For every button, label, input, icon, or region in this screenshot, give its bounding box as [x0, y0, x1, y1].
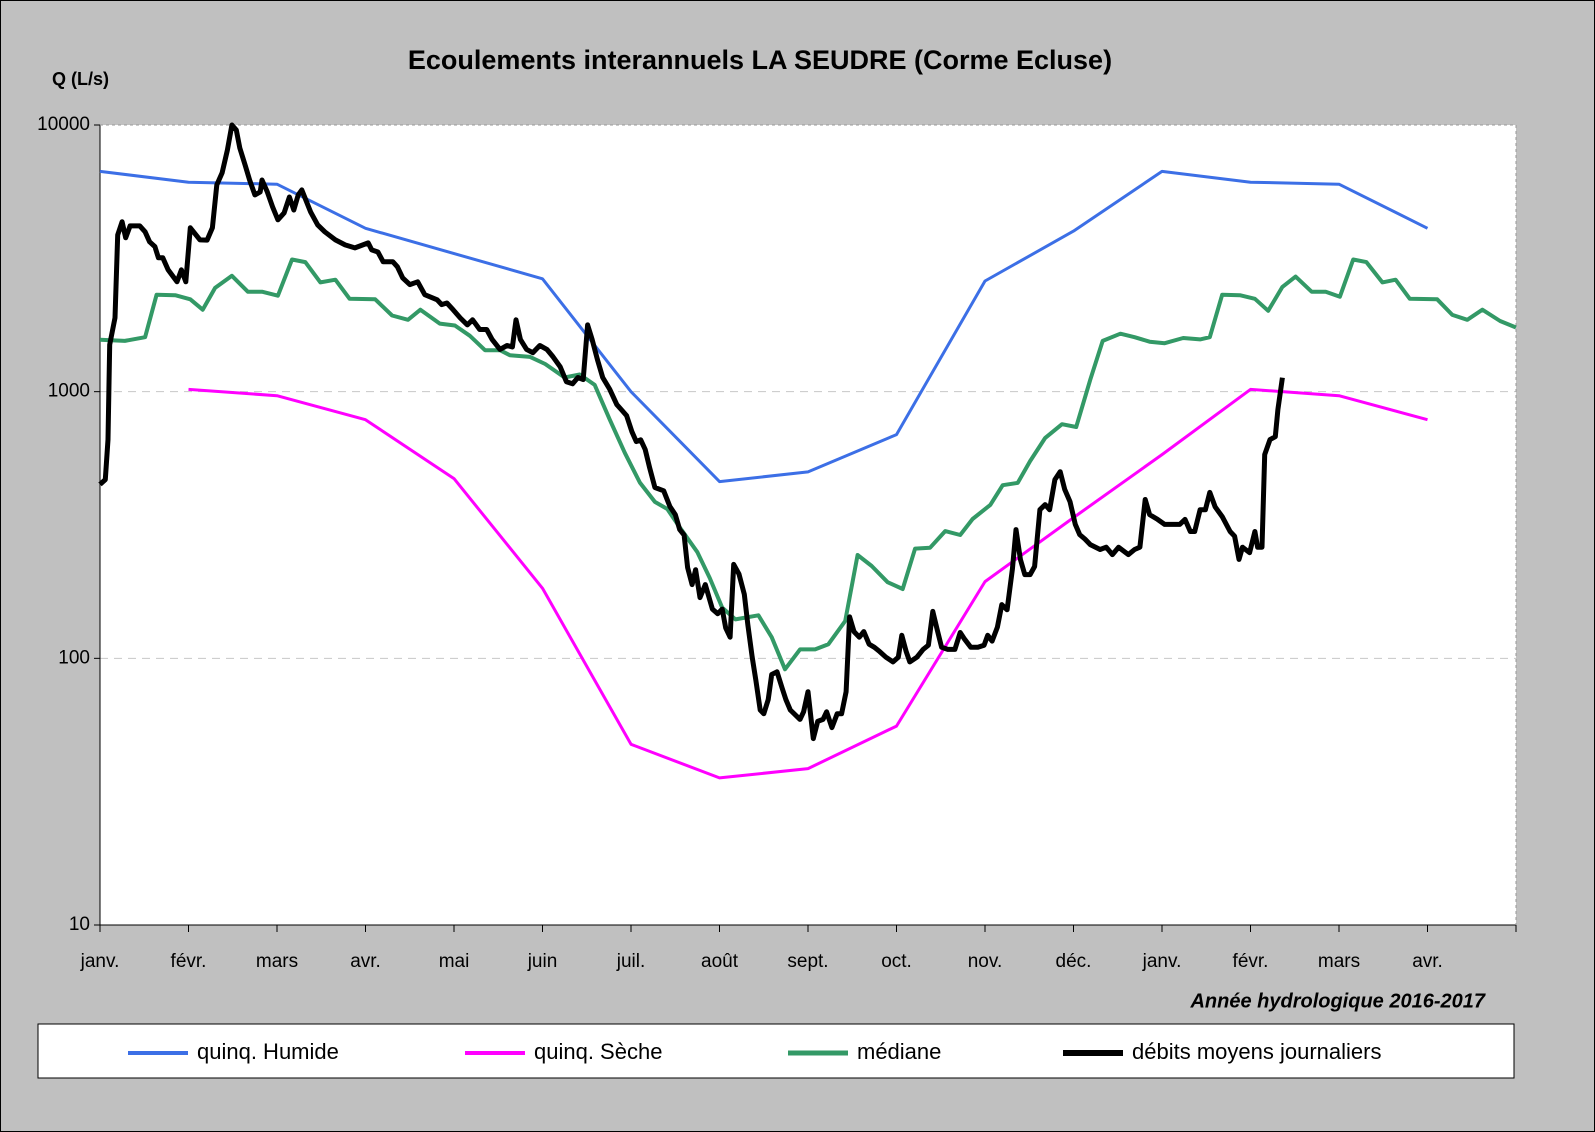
annotation: Année hydrologique 2016-2017 — [1189, 990, 1485, 1012]
y-axis-label: Q (L/s) — [52, 69, 109, 89]
x-tick-label: sept. — [787, 951, 828, 972]
y-tick-label: 1000 — [48, 381, 90, 402]
series-line — [99, 257, 1517, 672]
x-tick-label: févr. — [171, 951, 207, 972]
y-tick-label: 100 — [58, 647, 90, 668]
x-tick-label: mars — [1318, 951, 1360, 972]
x-tick-label: juil. — [616, 951, 646, 972]
legend-label: quinq. Sèche — [534, 1039, 662, 1064]
series-line — [188, 387, 1428, 780]
plot-area — [100, 125, 1516, 925]
x-tick-label: mars — [256, 951, 298, 972]
x-tick-label: mai — [439, 951, 470, 972]
legend-label: médiane — [857, 1039, 941, 1064]
x-tick-label: janv. — [80, 951, 120, 972]
legend-label: débits moyens journaliers — [1132, 1039, 1381, 1064]
legend-box — [37, 1023, 1515, 1079]
series-line — [98, 122, 1285, 742]
legend-label: quinq. Humide — [197, 1039, 339, 1064]
x-tick-label: nov. — [968, 951, 1003, 972]
x-tick-label: janv. — [1142, 951, 1182, 972]
chart-title: Ecoulements interannuels LA SEUDRE (Corm… — [408, 45, 1112, 75]
x-tick-label: avr. — [1412, 951, 1443, 972]
x-tick-label: févr. — [1233, 951, 1269, 972]
x-tick-label: déc. — [1056, 951, 1092, 972]
y-tick-label: 10000 — [37, 114, 90, 135]
y-tick-label: 10 — [69, 914, 90, 935]
x-tick-label: août — [701, 951, 739, 972]
x-tick-label: oct. — [881, 951, 912, 972]
x-tick-label: avr. — [350, 951, 381, 972]
x-tick-label: juin — [527, 951, 558, 972]
